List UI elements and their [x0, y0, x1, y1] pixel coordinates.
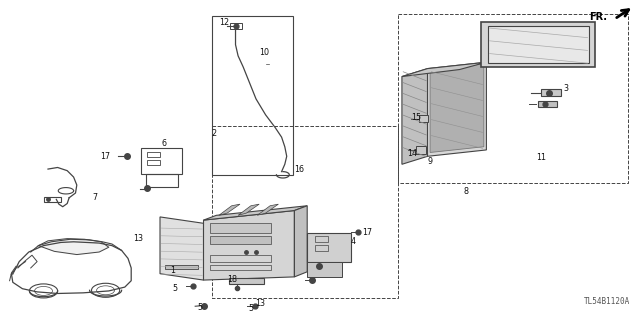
Bar — [541, 89, 561, 96]
Text: 11: 11 — [536, 153, 547, 162]
Bar — [210, 236, 271, 244]
Text: 17: 17 — [362, 228, 372, 237]
Polygon shape — [160, 217, 204, 280]
Polygon shape — [402, 69, 428, 164]
Bar — [307, 262, 342, 277]
Bar — [212, 126, 398, 298]
Text: 3: 3 — [563, 84, 568, 93]
Text: 4: 4 — [351, 237, 356, 246]
Bar — [538, 101, 557, 107]
Bar — [212, 16, 293, 175]
Text: 5: 5 — [173, 284, 178, 293]
Text: 8: 8 — [464, 187, 469, 196]
Bar — [210, 255, 271, 262]
Text: 13: 13 — [133, 234, 143, 243]
Bar — [44, 197, 61, 202]
Bar — [146, 174, 178, 187]
Bar — [210, 223, 271, 233]
Bar — [307, 233, 351, 262]
Polygon shape — [38, 239, 109, 255]
Text: 2: 2 — [211, 129, 216, 138]
Bar — [481, 22, 595, 67]
Polygon shape — [294, 206, 307, 277]
Polygon shape — [428, 62, 486, 156]
Text: 7: 7 — [93, 193, 98, 202]
Text: 16: 16 — [294, 165, 305, 174]
Text: FR.: FR. — [589, 11, 607, 22]
Bar — [398, 14, 628, 183]
Text: 15: 15 — [411, 113, 421, 122]
Text: 9: 9 — [428, 157, 433, 166]
Bar — [315, 236, 328, 242]
Polygon shape — [257, 204, 278, 215]
Bar — [210, 265, 271, 270]
Text: 13: 13 — [255, 299, 265, 308]
Text: 12: 12 — [219, 19, 229, 27]
Polygon shape — [219, 204, 240, 215]
Bar — [416, 146, 426, 154]
Bar — [165, 265, 198, 269]
Text: TL54B1120A: TL54B1120A — [584, 297, 630, 306]
Bar — [315, 245, 328, 251]
Polygon shape — [430, 64, 484, 152]
Bar — [147, 152, 160, 157]
Polygon shape — [204, 211, 294, 280]
Text: 5: 5 — [197, 303, 202, 312]
Text: 10: 10 — [259, 48, 269, 57]
Text: 17: 17 — [100, 152, 110, 161]
Text: 18: 18 — [227, 275, 237, 284]
Text: 5: 5 — [248, 304, 253, 313]
Bar — [141, 148, 182, 174]
Bar — [419, 115, 428, 122]
Bar — [147, 160, 160, 165]
Text: 1: 1 — [170, 266, 175, 275]
Polygon shape — [238, 204, 259, 215]
Bar — [488, 26, 589, 63]
Bar — [230, 23, 242, 29]
Polygon shape — [402, 62, 486, 77]
Text: 14: 14 — [407, 149, 417, 158]
Text: 6: 6 — [161, 139, 166, 148]
Polygon shape — [204, 206, 307, 220]
Bar — [229, 278, 264, 284]
